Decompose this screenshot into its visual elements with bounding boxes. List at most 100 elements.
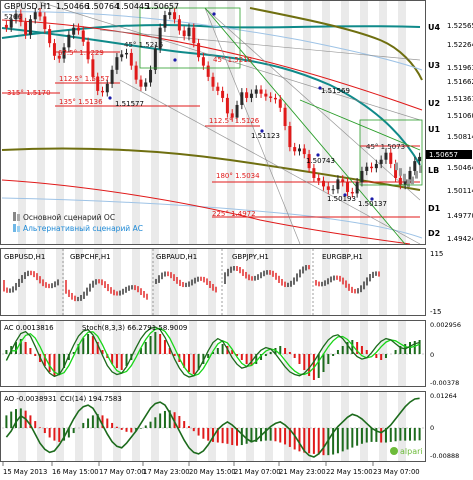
session-band <box>132 1 140 244</box>
session-band <box>208 1 216 244</box>
ao-scale-top: 0.01264 <box>430 392 457 400</box>
legend-main: Основной сценарий ОС <box>23 213 115 222</box>
scenario-bar <box>411 176 414 185</box>
session-band <box>227 1 235 244</box>
session-band <box>37 392 45 461</box>
pivot-marker <box>343 193 347 197</box>
overlay-lines <box>108 7 423 201</box>
candle-body <box>360 170 364 183</box>
session-band <box>398 1 406 244</box>
scenario-bar <box>395 162 398 171</box>
fib-label: 112.5° 1.5157 <box>59 75 109 83</box>
fib-label: 225° 1.4972 <box>212 210 256 218</box>
pairs-scale-bottom: -15 <box>430 308 441 316</box>
candle-body <box>14 13 18 20</box>
candle-body <box>374 163 378 169</box>
candle-body <box>91 59 95 77</box>
candle-body <box>134 65 138 80</box>
scenario-legend: Основной сценарий ОС Альтернативный сцен… <box>13 212 143 233</box>
session-band <box>322 1 330 244</box>
current-price-label: 1.50657 <box>429 151 458 159</box>
candle-body <box>235 104 239 118</box>
price-tick: 1.51963 <box>447 64 473 72</box>
candle-body <box>38 12 42 17</box>
session-band <box>151 249 159 315</box>
session-band <box>322 249 330 315</box>
session-band <box>75 1 83 244</box>
fib-label: 45° 1.5218 <box>213 56 252 64</box>
candle-body <box>293 147 297 152</box>
price-tick: 1.50464 <box>447 164 473 172</box>
pivot-marker <box>316 153 320 157</box>
stoch-label: Stoch(8,3,3) 66.2791 58.9009 <box>82 324 187 332</box>
session-band <box>132 392 140 461</box>
candle-body <box>346 182 350 193</box>
moving-average-teal-flat <box>1 23 421 39</box>
time-tick: 16 May 15:00 <box>52 468 99 476</box>
session-band <box>18 392 26 461</box>
pair-label: GBPCHF,H1 <box>70 253 111 261</box>
moving-average-teal <box>1 27 421 166</box>
candle-body <box>9 19 13 28</box>
stoch-signal-line <box>5 327 420 377</box>
time-tick: 15 May 2013 <box>3 468 47 476</box>
session-band <box>360 321 368 386</box>
candle-body <box>307 154 311 169</box>
session-band <box>227 321 235 386</box>
fib-label: 112.5° 1.5126 <box>209 117 260 125</box>
session-band <box>379 1 387 244</box>
session-band <box>227 249 235 315</box>
candle-body <box>33 12 37 20</box>
gann-ray <box>39 1 421 121</box>
gann-box <box>359 119 423 186</box>
candle-body <box>48 29 52 44</box>
session-band <box>208 392 216 461</box>
price-mark: 1.51569 <box>321 87 350 95</box>
session-band <box>189 249 197 315</box>
candle-body <box>302 148 306 155</box>
candle-body <box>336 179 340 190</box>
candle-body <box>389 152 393 164</box>
fib-label: 45° 1.5073 <box>366 143 405 151</box>
session-band <box>379 321 387 386</box>
time-tick: 21 May 23:00 <box>279 468 326 476</box>
ohlc-low: 1.50445 <box>116 2 149 11</box>
price-tick: 1.51060 <box>447 112 473 120</box>
session-band <box>189 321 197 386</box>
session-band <box>227 392 235 461</box>
session-band <box>170 1 178 244</box>
candle-body <box>86 41 90 60</box>
candle-body <box>283 107 287 127</box>
time-tick: 17 May 23:00 <box>143 468 190 476</box>
candle-body <box>379 159 383 164</box>
pivot-marker <box>108 96 112 100</box>
candle-body <box>216 86 220 91</box>
candle-body <box>182 30 186 37</box>
candle-body <box>120 54 124 58</box>
time-tick: 17 May 07:00 <box>99 468 146 476</box>
session-band <box>265 392 273 461</box>
chart-symbol: GBPUSD,H1 <box>4 2 51 11</box>
ohlc-close: 1.50657 <box>146 2 179 11</box>
fib-label: 67.5° 1.5229 <box>58 49 104 57</box>
level-label: U2 <box>428 99 440 108</box>
scenario-bar <box>399 168 402 176</box>
session-band <box>208 249 216 315</box>
session-band <box>94 249 102 315</box>
candle-body <box>19 13 23 23</box>
session-band <box>398 321 406 386</box>
price-tick: 1.50114 <box>447 187 473 195</box>
session-band <box>75 392 83 461</box>
cci-line <box>5 397 420 458</box>
session-band <box>379 392 387 461</box>
ac-histogram <box>2 326 424 380</box>
ac-scale-bottom: -0.00378 <box>430 379 459 387</box>
candle-body <box>168 12 172 16</box>
session-band <box>398 392 406 461</box>
candle-body <box>173 12 177 20</box>
session-band <box>94 1 102 244</box>
scenario-bar <box>407 179 410 188</box>
candle-body <box>322 180 326 187</box>
session-band <box>303 249 311 315</box>
